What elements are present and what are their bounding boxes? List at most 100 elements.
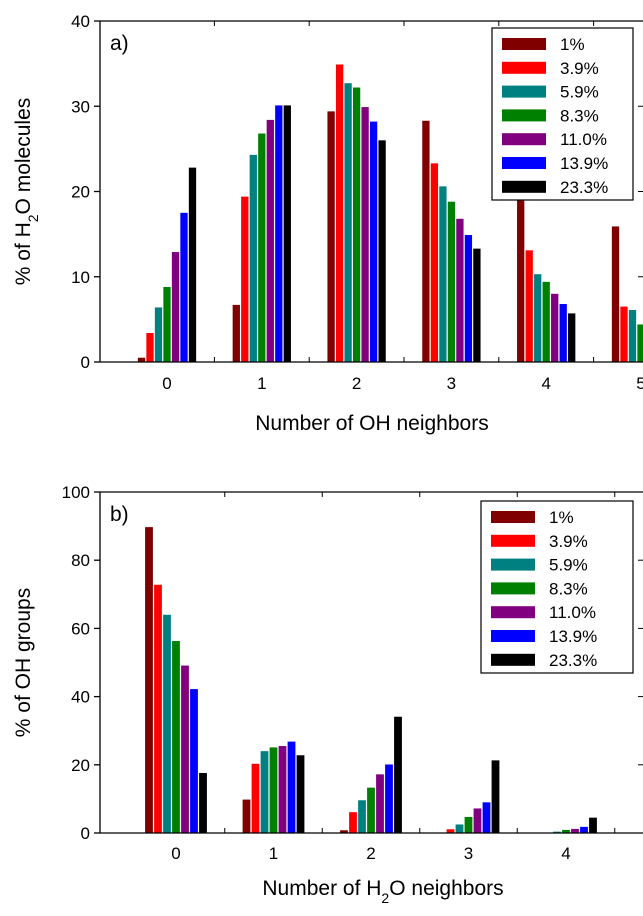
bar-11.0%-0 <box>181 665 189 833</box>
bar-3.9%-4 <box>525 250 533 362</box>
x-tick-label: 2 <box>352 374 361 393</box>
bar-13.9%-0 <box>190 689 198 833</box>
bar-8.3%-0 <box>172 641 180 833</box>
x-tick-label: 3 <box>464 844 473 863</box>
y-axis-label-part: O molecules <box>12 98 35 215</box>
bar-1%-0 <box>137 357 146 362</box>
bar-3.9%-2 <box>349 812 357 833</box>
legend-label: 1% <box>560 35 585 54</box>
bar-11.0%-1 <box>278 746 287 833</box>
y-tick-label: 0 <box>81 824 90 843</box>
legend-label: 3.9% <box>549 532 588 551</box>
legend-swatch <box>491 582 535 595</box>
bar-11.0%-2 <box>361 107 369 362</box>
bar-23.3%-4 <box>589 817 597 833</box>
x-tick-label: 5 <box>636 374 643 393</box>
bar-8.3%-4 <box>562 829 570 833</box>
legend-label: 23.3% <box>560 178 608 197</box>
bar-3.9%-2 <box>335 64 344 362</box>
legend-label: 1% <box>549 508 574 527</box>
bar-8.3%-3 <box>464 816 473 833</box>
bar-11.0%-3 <box>473 808 482 833</box>
bar-11.0%-3 <box>456 218 464 362</box>
bar-13.9%-3 <box>482 802 491 833</box>
bar-3.9%-0 <box>146 333 154 362</box>
bar-13.9%-2 <box>369 121 378 362</box>
legend-swatch <box>491 558 535 571</box>
bar-11.0%-1 <box>266 119 274 362</box>
y-axis-label: % of H2O molecules <box>12 98 41 286</box>
bar-5.9%-2 <box>358 800 366 833</box>
bar-8.3%-5 <box>637 324 643 362</box>
legend-swatch <box>491 534 535 547</box>
legend-label: 3.9% <box>560 59 599 78</box>
bar-5.9%-4 <box>553 831 561 833</box>
x-tick-label: 3 <box>447 374 456 393</box>
bar-8.3%-4 <box>542 281 550 362</box>
y-tick-label: 20 <box>71 756 90 775</box>
bar-23.3%-2 <box>378 140 386 362</box>
x-tick-label: 1 <box>269 844 278 863</box>
y-tick-label: 20 <box>71 183 90 202</box>
bar-5.9%-0 <box>154 307 163 362</box>
x-tick-label: 2 <box>366 844 375 863</box>
bar-3.9%-3 <box>430 163 439 362</box>
bar-1%-1 <box>242 799 251 833</box>
y-axis-label: % of OH groups <box>12 588 35 737</box>
bar-23.3%-1 <box>296 755 305 833</box>
x-tick-label: 4 <box>561 844 570 863</box>
bar-5.9%-3 <box>439 186 447 362</box>
x-axis-label-part: O neighbors <box>389 877 503 900</box>
legend: 1% 3.9% 5.9% 8.3% 11.0% 13.9% 23.3% <box>491 27 634 201</box>
legend-label: 5.9% <box>549 556 588 575</box>
bar-8.3%-0 <box>163 286 171 362</box>
y-tick-label: 60 <box>71 619 90 638</box>
bar-1%-3 <box>422 120 430 363</box>
legend-swatch <box>502 61 546 74</box>
bar-3.9%-1 <box>251 763 260 833</box>
bar-11.0%-0 <box>171 252 180 362</box>
legend-swatch <box>502 109 546 122</box>
x-axis-label-subscript: 2 <box>381 890 389 906</box>
bar-1%-5 <box>611 226 620 362</box>
bar-5.9%-5 <box>628 310 637 362</box>
legend-label: 8.3% <box>560 106 599 125</box>
x-axis-label-part: Number of H <box>262 877 381 900</box>
bar-5.9%-1 <box>260 751 269 833</box>
legend-label: 11.0% <box>549 603 596 622</box>
bar-5.9%-0 <box>163 614 171 833</box>
legend: 1% 3.9% 5.9% 8.3% 11.0% 13.9% 23.3% <box>480 500 634 674</box>
bar-11.0%-4 <box>551 293 559 362</box>
legend-swatch <box>491 630 535 642</box>
bar-23.3%-2 <box>394 716 402 833</box>
bar-23.3%-0 <box>199 772 207 833</box>
bar-1%-4 <box>517 193 525 362</box>
bar-1%-1 <box>232 304 240 362</box>
bar-23.3%-4 <box>568 313 576 362</box>
bar-3.9%-3 <box>446 829 455 833</box>
legend-label: 13.9% <box>549 627 597 646</box>
bar-8.3%-1 <box>258 133 266 362</box>
x-tick-label: 0 <box>171 844 180 863</box>
bar-5.9%-4 <box>534 274 542 362</box>
bar-3.9%-0 <box>154 584 162 833</box>
bar-8.3%-1 <box>269 747 278 833</box>
bar-8.3%-2 <box>352 87 361 362</box>
bar-13.9%-2 <box>385 764 393 833</box>
bar-23.3%-3 <box>491 760 500 833</box>
legend-label: 23.3% <box>549 651 597 670</box>
chart-panel-a: 0 10 20 30 40 0 1 2 3 4 5 Number of OH neighbors % o… <box>12 12 643 435</box>
bar-1%-0 <box>145 527 153 833</box>
bar-23.3%-0 <box>188 167 197 362</box>
legend-swatch <box>491 511 535 523</box>
bar-11.0%-2 <box>376 774 384 833</box>
legend-label: 5.9% <box>560 83 599 102</box>
x-tick-label: 4 <box>541 374 550 393</box>
legend-label: 8.3% <box>549 579 588 598</box>
x-axis-label: Number of OH neighbors <box>255 412 488 435</box>
bar-11.0%-4 <box>571 828 579 833</box>
panel-label: b) <box>110 503 129 526</box>
legend-swatch <box>502 85 546 98</box>
y-tick-label: 40 <box>71 688 90 707</box>
